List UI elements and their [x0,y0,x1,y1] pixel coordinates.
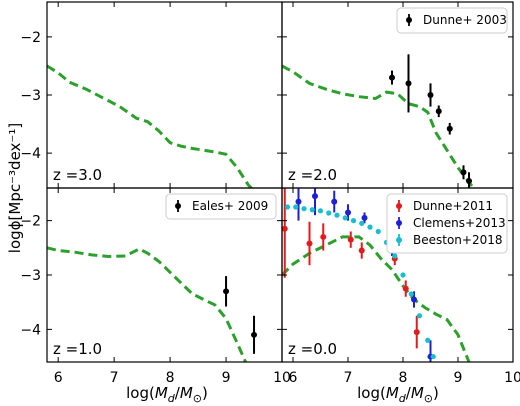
model-line [47,246,248,362]
data-point [251,331,258,338]
data-point [460,169,467,176]
data-point [466,178,472,185]
redshift-label: z =0.0 [288,340,337,358]
x-tick-label: 6 [289,370,298,386]
data-point [312,193,318,200]
plot-area [47,64,254,188]
data-point [342,215,348,221]
data-point [326,210,332,216]
data-point [427,92,434,98]
y-axis-label: logϕ[Mpc⁻³dex⁻¹] [6,123,24,253]
plot-area [282,188,471,362]
x-tick-label: 7 [110,370,119,386]
data-point [405,80,412,87]
data-point [317,208,324,214]
data-point [293,204,299,210]
redshift-label: z =2.0 [288,166,337,184]
legend-box [165,193,277,220]
model-line [282,64,476,188]
redshift-label: z =3.0 [53,166,102,184]
data-point [345,209,351,216]
data-point [446,125,453,132]
data-point [392,253,398,259]
legend-label: Dunne+2011 [413,199,493,213]
y-tick-label: −4 [20,322,41,338]
legend-marker [175,203,181,209]
data-point [347,236,354,243]
data-point [402,285,409,292]
model-line [47,64,254,188]
data-point [361,214,368,221]
data-point [425,337,431,343]
legend-box [386,193,508,254]
plot-area [282,54,476,188]
legend-marker [396,237,402,243]
data-point [411,296,417,303]
panel-bottom-right: 6 7 8 9 10 z =0.0 Dunne+2011 Clemens+2013 Beesto… [281,187,520,386]
legend-label: Eales+ 2009 [192,199,268,213]
legend-marker [396,203,402,209]
model-line [282,235,471,362]
data-point [400,272,406,278]
panel-bottom-left: 6 7 8 9 10 −2 −3 −4 z =1.0 Eales+ 2009 [20,187,291,386]
data-point [350,218,357,224]
legend-marker [396,220,402,226]
plot-area [47,246,258,362]
panel-frame [46,1,283,189]
data-point [309,207,315,213]
data-point [358,247,365,254]
y-tick-label: −2 [20,214,41,230]
data-point [435,108,442,115]
redshift-label: z =1.0 [53,340,102,358]
data-point [416,313,423,319]
data-point [413,329,420,336]
y-tick-label: −4 [20,146,41,162]
legend: Dunne+2011 Clemens+2013 Beeston+2018 [386,193,508,254]
data-point [282,225,288,232]
y-tick-label: −2 [20,30,41,46]
x-tick-label: 8 [399,370,408,386]
data-point [375,228,381,235]
legend-box [396,7,508,34]
data-point [334,212,340,218]
x-tick-label: 8 [166,370,175,386]
y-tick-label: −3 [20,88,41,104]
data-point [367,224,373,230]
x-tick-label: 6 [54,370,63,386]
data-point [331,198,338,205]
data-point [359,220,365,226]
data-point [306,240,313,247]
data-point [430,353,436,360]
data-point [320,233,327,240]
data-point [408,291,414,297]
data-point [389,74,395,81]
legend-label: Dunne+ 2003 [423,13,507,27]
panel-top-right: z =2.0 Dunne+ 2003 [281,1,514,189]
panel-top-left: −2 −3 −4 z =3.0 [20,1,283,189]
data-point [295,198,302,205]
legend-label: Beeston+2018 [413,233,503,247]
x-tick-label: 10 [504,370,520,386]
legend-label: Clemens+2013 [413,216,506,230]
x-tick-label: 10 [273,370,291,386]
x-tick-label: 9 [454,370,463,386]
y-tick-label: −3 [20,268,41,284]
legend-marker [406,17,412,23]
x-tick-label: 7 [344,370,353,386]
x-tick-label: 9 [222,370,231,386]
legend: Dunne+ 2003 [396,7,508,34]
x-axis-label-right: log(Md/M⊙) [357,384,439,405]
data-point [284,204,291,210]
data-point [301,206,307,212]
data-point [223,288,230,295]
x-axis-label: log(Md/M⊙) [126,384,208,405]
legend: Eales+ 2009 [165,193,277,220]
